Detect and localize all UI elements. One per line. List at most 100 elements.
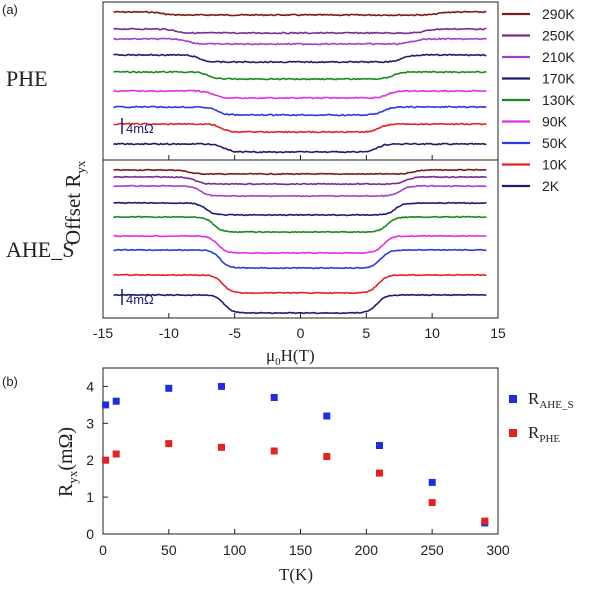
- phe-curve-130K: [113, 70, 487, 81]
- ahe-curve-250K: [113, 175, 487, 186]
- phe-curve-90K: [113, 89, 487, 100]
- phe-curve-170K: [113, 53, 487, 64]
- x-tick-label-a: 15: [490, 325, 506, 341]
- phe-curve-210K: [113, 37, 487, 46]
- ylabel-a-sub: yx: [73, 160, 88, 174]
- phe-curve-2K: [113, 142, 487, 154]
- legend-label-2K: 2K: [542, 178, 560, 194]
- point-RPHE-50: [165, 440, 173, 448]
- y-tick-label-b: 2: [86, 452, 94, 468]
- legend-b-label-RAHE_S: RAHE_S: [528, 389, 574, 411]
- legend-b-label-RPHE: RPHE: [528, 423, 560, 445]
- point-RPHE-90: [218, 443, 225, 451]
- y-tick-label-b: 1: [86, 489, 94, 505]
- svg-text:Ryx(mΩ): Ryx(mΩ): [55, 427, 80, 497]
- legend-label-130K: 130K: [542, 92, 575, 108]
- panel-label-b: (b): [2, 374, 18, 389]
- legend-label-50K: 50K: [542, 135, 568, 151]
- panel-b-ylabel: Ryx(mΩ): [55, 427, 80, 497]
- point-RAHE_S-90: [218, 382, 225, 390]
- sublabel-phe: PHE: [6, 66, 48, 91]
- ahe-curve-130K: [113, 215, 487, 234]
- panel-b-frame: [102, 367, 499, 535]
- point-RPHE-2: [102, 456, 110, 464]
- panel-a-curves: [113, 10, 487, 315]
- ylabel-b-sub: yx: [65, 470, 80, 484]
- x-tick-label-b: 250: [420, 542, 444, 558]
- ahe-curve-2K: [113, 293, 487, 315]
- point-RPHE-210: [376, 469, 383, 477]
- y-tick-label-b: 0: [86, 526, 94, 542]
- x-tick-label-a: -15: [93, 325, 113, 341]
- legend-b-marker-RPHE: [509, 429, 517, 437]
- x-tick-label-b: 100: [223, 542, 247, 558]
- sublabel-ahe: AHE_S: [6, 237, 74, 262]
- scale-bar-bottom: 4mΩ: [121, 289, 154, 307]
- panel-a-xlabel: μ0H(T): [266, 346, 315, 368]
- point-RPHE-130: [270, 447, 278, 455]
- ylabel-b-main: R: [55, 483, 77, 497]
- ahe-curve-90K: [113, 234, 487, 255]
- ylabel-a-main: Offset R: [61, 174, 85, 245]
- scale-bar-bottom-label: 4mΩ: [126, 292, 154, 307]
- phe-curve-10K: [113, 122, 487, 134]
- ahe-curve-10K: [113, 273, 487, 295]
- point-RAHE_S-170: [323, 412, 331, 420]
- panel-a-x-ticks: -15 -10 -5 0 5 10 15: [93, 155, 506, 341]
- panel-a-frame-top: [102, 1, 499, 161]
- legend-label-170K: 170K: [542, 71, 575, 87]
- x-tick-label-a: 5: [362, 325, 370, 341]
- ahe-curve-170K: [113, 201, 487, 217]
- legend-label-90K: 90K: [542, 114, 568, 130]
- point-RPHE-170: [323, 453, 331, 460]
- legend-b-marker-RAHE_S: [509, 395, 517, 403]
- point-RAHE_S-50: [165, 384, 173, 392]
- panel-b-ticks: 0 50 100 150 200 250 300 0 1 2 3 4: [86, 378, 510, 558]
- x-tick-label-b: 300: [486, 542, 510, 558]
- point-RAHE_S-10: [112, 397, 120, 405]
- x-tick-label-b: 200: [355, 542, 379, 558]
- ylabel-b-rest: (mΩ): [55, 427, 77, 471]
- panel-b-legend: RAHE_S RPHE: [509, 389, 574, 445]
- x-tick-label-a: -10: [159, 325, 179, 341]
- point-RPHE-250: [428, 499, 436, 507]
- ahe-curve-50K: [113, 248, 487, 270]
- panel-a: -15 -10 -5 0 5 10 15 PHE AHE_S Offset Ryx 4mΩ …: [6, 1, 575, 368]
- svg-text:Offset Ryx: Offset Ryx: [61, 160, 88, 245]
- panel-label-a: (a): [2, 2, 18, 17]
- point-RAHE_S-130: [270, 394, 278, 401]
- ahe-curve-290K: [113, 168, 487, 176]
- y-tick-label-b: 4: [86, 378, 94, 394]
- x-tick-label-b: 150: [289, 542, 313, 558]
- phe-curve-50K: [113, 105, 487, 117]
- xlabel-a-mu: μ: [266, 346, 275, 365]
- point-RAHE_S-210: [376, 442, 383, 449]
- x-tick-label-b: 50: [161, 542, 177, 558]
- point-RAHE_S-250: [428, 478, 436, 486]
- panel-b-points: [102, 382, 489, 527]
- phe-curve-250K: [113, 27, 487, 35]
- point-RAHE_S-2: [102, 401, 110, 409]
- y-tick-label-b: 3: [86, 415, 94, 431]
- xlabel-a-rest: H(T): [281, 346, 315, 365]
- xlabel-a-sub: 0: [275, 356, 281, 368]
- legend-label-290K: 290K: [542, 6, 575, 22]
- x-tick-label-a: 10: [424, 325, 440, 341]
- panel-b-xlabel: T(K): [279, 565, 313, 584]
- panel-a-legend: 290K 250K 210K 170K 130K 90K 50K 10K 2K: [502, 6, 575, 194]
- x-tick-label-a: 0: [297, 325, 305, 341]
- legend-label-10K: 10K: [542, 157, 568, 173]
- svg-text:μ0H(T): μ0H(T): [266, 346, 315, 368]
- panel-b: 0 50 100 150 200 250 300 0 1 2 3 4 Ryx(mΩ) T(K) RAH…: [55, 367, 574, 584]
- point-RPHE-10: [112, 450, 120, 458]
- ahe-curve-210K: [113, 184, 487, 198]
- legend-label-210K: 210K: [542, 49, 575, 65]
- scale-bar-top-label: 4mΩ: [126, 121, 154, 136]
- phe-curve-290K: [113, 10, 487, 17]
- panel-a-ylabel: Offset Ryx: [61, 160, 88, 245]
- point-RPHE-290: [481, 517, 489, 525]
- x-tick-label-b: 0: [99, 542, 107, 558]
- x-tick-label-a: -5: [228, 325, 241, 341]
- scale-bar-top: 4mΩ: [121, 118, 154, 136]
